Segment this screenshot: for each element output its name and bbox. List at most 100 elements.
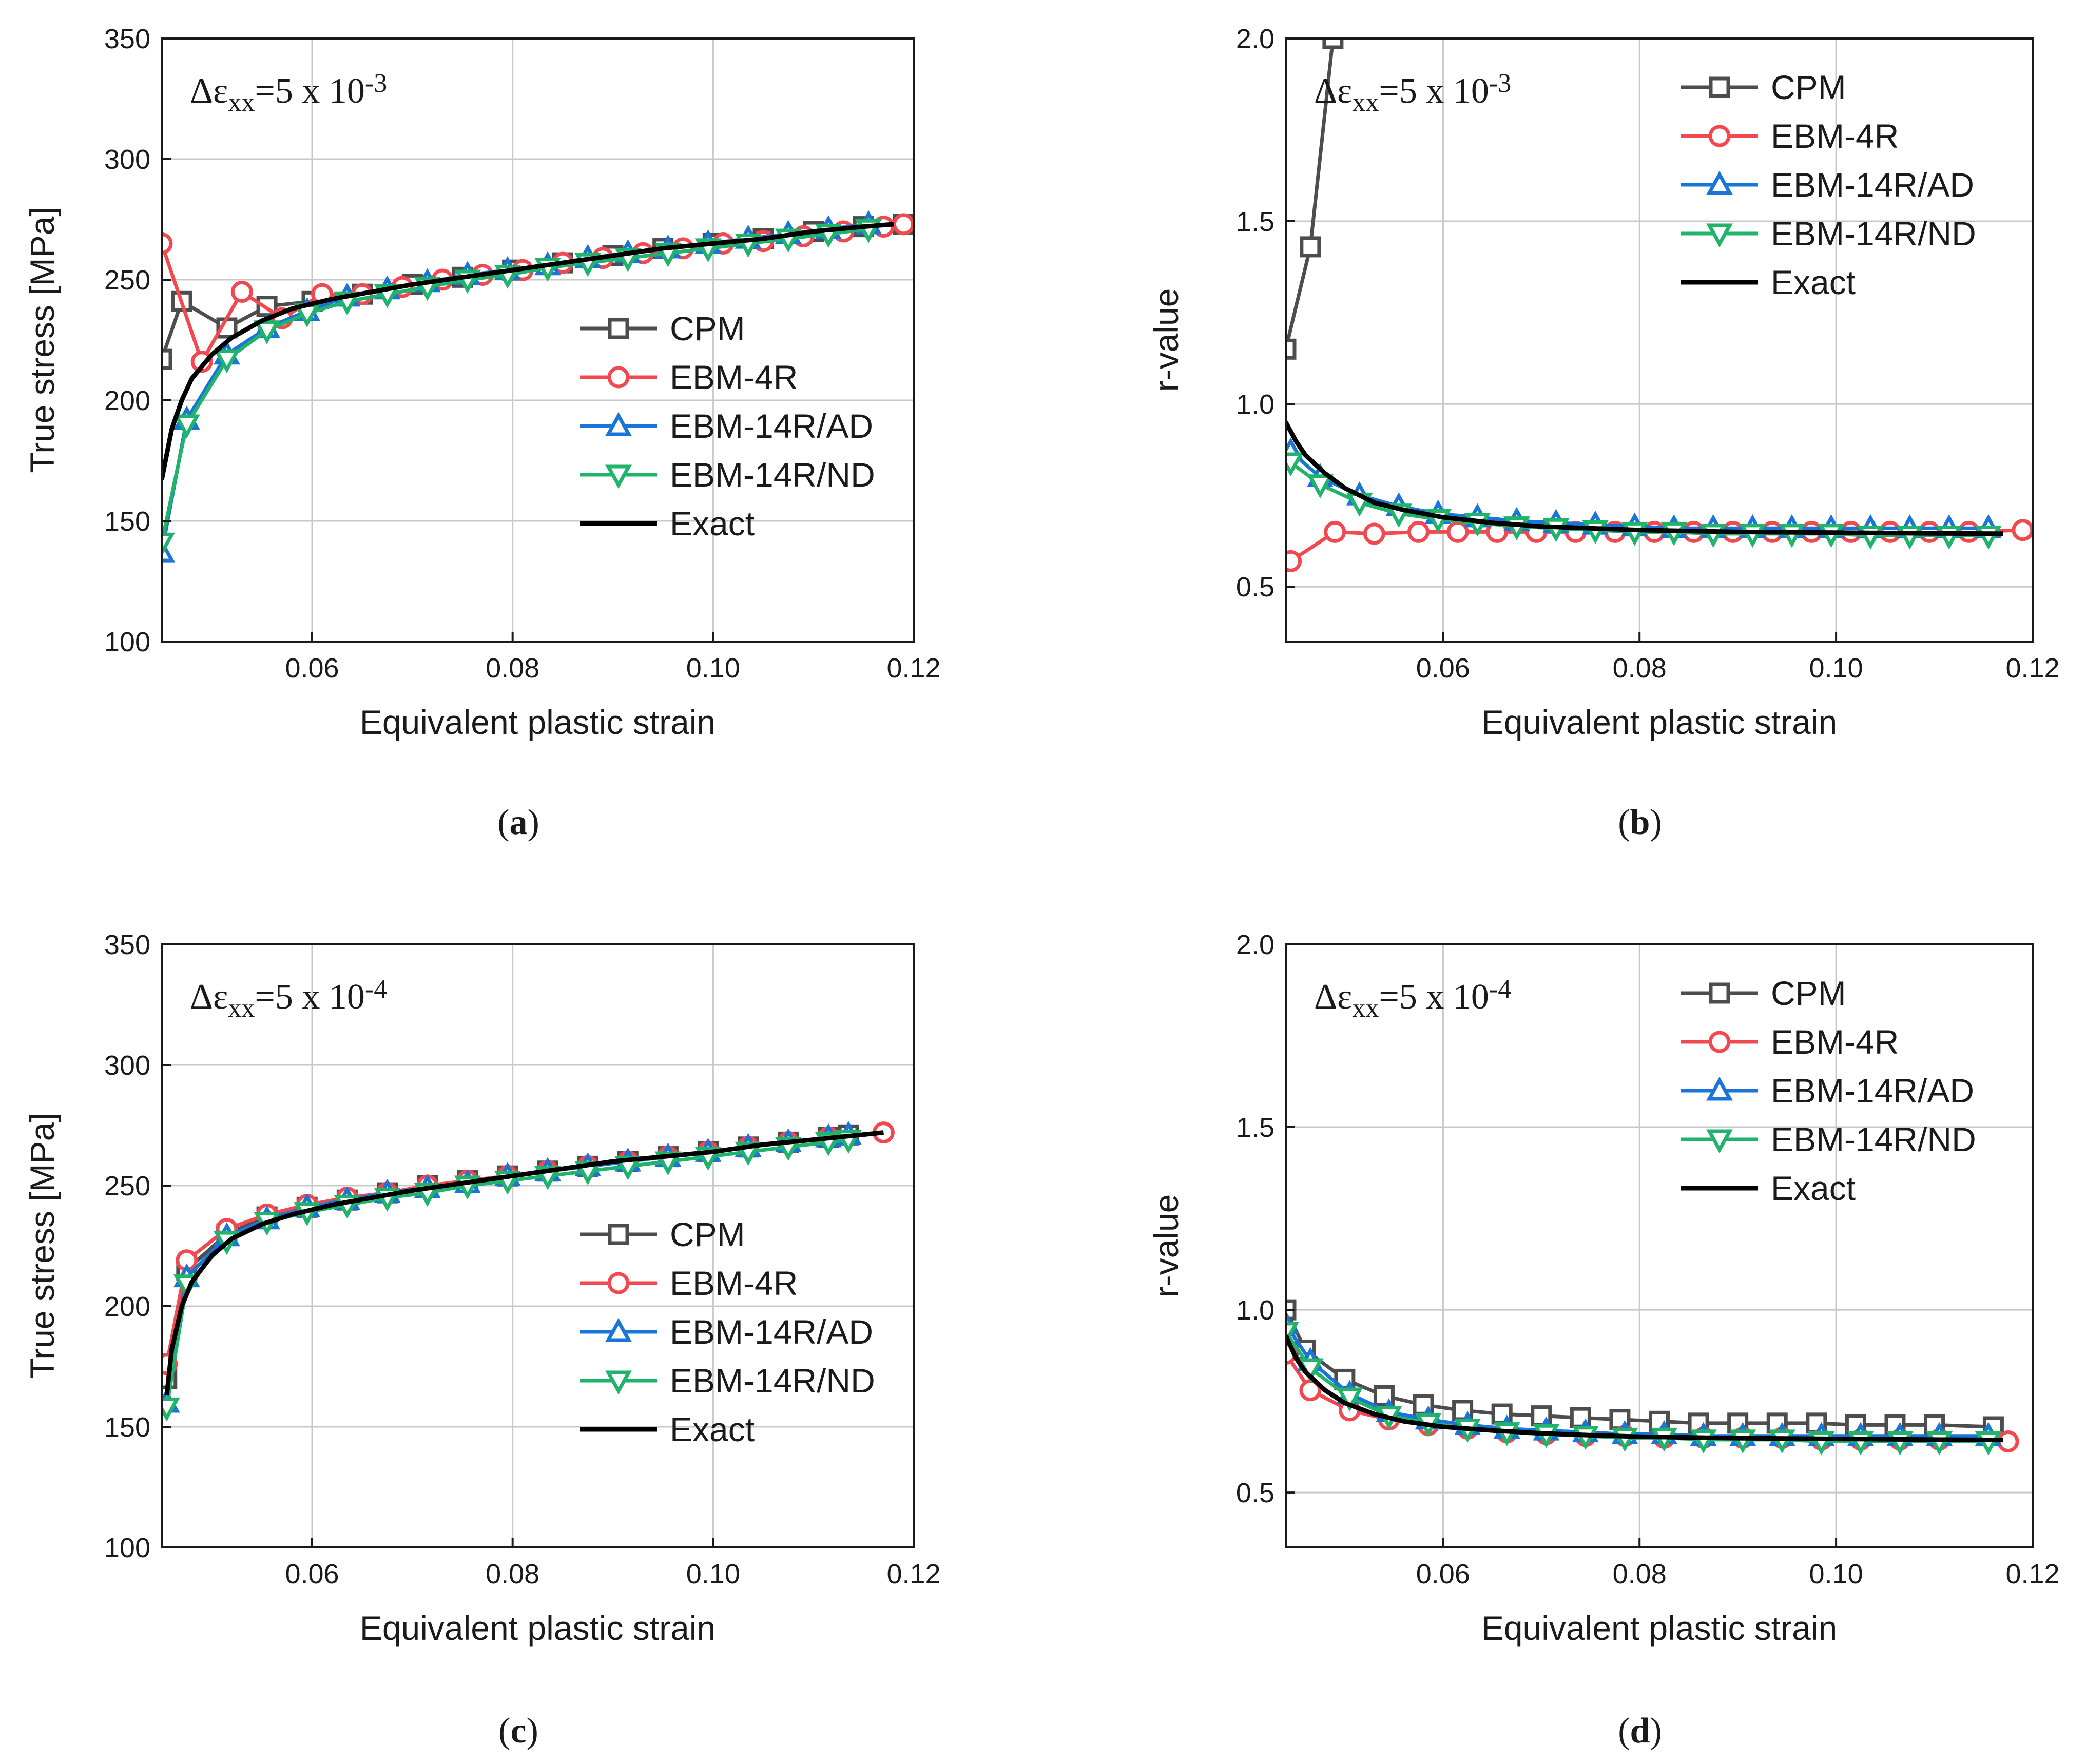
legend-label: CPM xyxy=(1771,68,1846,106)
legend-entry: EBM-4R xyxy=(580,358,798,396)
legend-entry: Exact xyxy=(580,1410,755,1448)
panel-b: 0.06 0.08 0.10 0.12 0.5 1.0 1.5 2.0 Equivalent p… xyxy=(1147,24,2060,842)
data-point xyxy=(173,414,200,439)
legend-marker xyxy=(1709,982,1730,1004)
legend-entry: CPM xyxy=(580,1215,745,1253)
annotation-exponent: -4 xyxy=(365,975,387,1004)
annotation-subscript: xx xyxy=(1352,88,1379,117)
legend-entry: CPM xyxy=(1681,974,1846,1012)
y-tick-label: 1.5 xyxy=(1236,1112,1274,1143)
y-tick-label: 350 xyxy=(104,24,150,54)
annotation-subscript: xx xyxy=(228,994,255,1023)
y-tick-label: 2.0 xyxy=(1236,24,1274,54)
data-point xyxy=(1729,1429,1756,1454)
x-tick-label: 0.10 xyxy=(686,1559,740,1589)
data-point xyxy=(162,232,173,255)
caption-open: ( xyxy=(497,803,509,842)
x-tick-label: 0.12 xyxy=(2005,653,2059,684)
legend: CPM EBM-4R EBM-14R/AD EBM-14R/ND Exact xyxy=(580,309,875,542)
legend-marker xyxy=(1706,1129,1733,1154)
legend-marker xyxy=(608,318,629,339)
y-tick-label: 150 xyxy=(104,506,150,537)
legend-label: EBM-4R xyxy=(1771,1023,1899,1061)
x-tick-label: 0.08 xyxy=(1613,653,1667,684)
annotation-middle: =5 x 10 xyxy=(255,71,364,111)
caption-close: ) xyxy=(527,1711,538,1751)
x-axis-title: Equivalent plastic strain xyxy=(360,703,716,741)
legend-marker xyxy=(605,1317,632,1342)
series-line xyxy=(1286,1334,2003,1443)
caption-close: ) xyxy=(1650,1711,1662,1751)
panel-d: 0.06 0.08 0.10 0.12 0.5 1.0 1.5 2.0 Equivalent p… xyxy=(1147,929,2060,1751)
series-line xyxy=(1286,421,2003,536)
legend-marker xyxy=(1706,1076,1733,1101)
plot-area xyxy=(162,1121,895,1422)
caption-open: ( xyxy=(1618,803,1630,842)
x-tick-label: 0.12 xyxy=(2005,1559,2059,1589)
annotation-exponent: -3 xyxy=(1489,69,1511,98)
caption-letter: a xyxy=(510,803,528,842)
annotation-middle: =5 x 10 xyxy=(1379,71,1489,111)
caption-open: ( xyxy=(1618,1711,1630,1751)
x-tick-label: 0.08 xyxy=(1613,1559,1667,1589)
legend-entry: EBM-14R/AD xyxy=(1681,1072,1974,1110)
y-tick-label: 200 xyxy=(104,1291,150,1322)
panel-a: 0.06 0.08 0.10 0.12 100 150 200 250 300 350 Equiva… xyxy=(23,24,941,842)
legend-entry: Exact xyxy=(1681,263,1856,301)
series-exact xyxy=(164,1130,884,1396)
caption-letter: d xyxy=(1630,1711,1650,1751)
legend-entry: Exact xyxy=(1681,1169,1856,1207)
legend-entry: EBM-14R/AD xyxy=(580,1313,873,1351)
y-axis-title: r-value xyxy=(1147,288,1185,392)
y-tick-label: 100 xyxy=(104,1533,150,1563)
data-point xyxy=(1975,1431,2002,1456)
data-point xyxy=(1307,474,1334,498)
y-axis-title: True stress [MPa] xyxy=(23,207,61,473)
legend-entry: EBM-14R/ND xyxy=(580,1362,875,1400)
x-tick-label: 0.10 xyxy=(1809,1559,1863,1589)
y-tick-label: 350 xyxy=(104,929,150,960)
strain-annotation: Δεxx=5 x 10-3 xyxy=(1314,69,1511,117)
annotation-prefix: Δε xyxy=(190,71,228,111)
legend-entry: EBM-14R/ND xyxy=(1681,215,1976,253)
legend-label: CPM xyxy=(1771,974,1846,1012)
legend-entry: EBM-14R/ND xyxy=(1681,1120,1976,1158)
legend-entry: EBM-4R xyxy=(1681,117,1899,155)
legend-marker xyxy=(605,1370,632,1395)
annotation-subscript: xx xyxy=(228,88,255,117)
x-tick-label: 0.06 xyxy=(1416,653,1470,684)
data-point xyxy=(1926,1431,1953,1456)
y-tick-label: 200 xyxy=(104,385,150,416)
y-tick-label: 1.5 xyxy=(1236,206,1274,237)
x-axis-title: Equivalent plastic strain xyxy=(1481,703,1837,741)
panel-c: 0.06 0.08 0.10 0.12 100 150 200 250 300 350 Equiva… xyxy=(23,929,941,1751)
y-axis-title: r-value xyxy=(1147,1194,1185,1298)
legend-entry: EBM-4R xyxy=(580,1264,798,1302)
plot-frame xyxy=(1285,37,2034,643)
y-tick-label: 150 xyxy=(104,1412,150,1443)
data-point xyxy=(1936,525,1963,550)
plot-frame xyxy=(1285,943,2034,1548)
legend-marker xyxy=(1708,125,1731,147)
annotation-prefix: Δε xyxy=(190,977,228,1017)
legend-label: CPM xyxy=(670,309,745,347)
data-point xyxy=(1286,550,1302,572)
data-point xyxy=(1324,520,1346,543)
data-point xyxy=(1322,38,1344,49)
legend-label: Exact xyxy=(1771,263,1856,301)
data-point xyxy=(1582,520,1609,545)
data-point xyxy=(1621,521,1648,546)
data-point xyxy=(1975,525,2002,550)
y-tick-label: 2.0 xyxy=(1236,929,1274,960)
plot-frame xyxy=(161,943,915,1548)
y-tick-label: 0.5 xyxy=(1236,1478,1274,1508)
legend-marker xyxy=(1706,223,1733,248)
tick-marks xyxy=(162,37,915,643)
caption-open: ( xyxy=(498,1711,510,1751)
plot-area xyxy=(1286,1299,2019,1456)
legend-label: Exact xyxy=(1771,1169,1856,1207)
data-point xyxy=(1300,236,1321,258)
legend-entry: EBM-14R/AD xyxy=(1681,166,1974,204)
caption-letter: c xyxy=(510,1711,526,1751)
